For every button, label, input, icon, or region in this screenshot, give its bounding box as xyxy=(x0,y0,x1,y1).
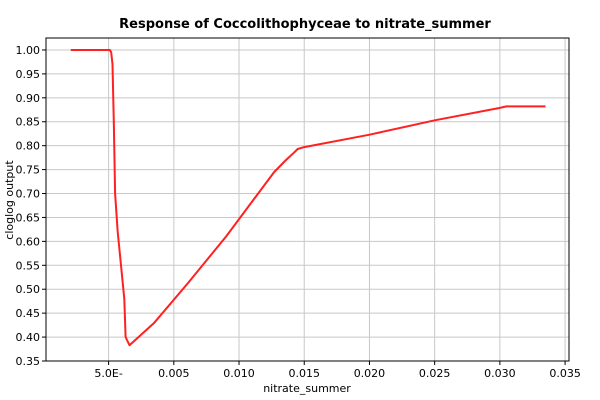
x-tick-label: 0.010 xyxy=(223,367,255,380)
x-axis-ticks: 5.0E- 0.005 0.010 0.015 0.020 0.025 0.030 0.035 xyxy=(94,361,581,380)
y-tick-label: 0.55 xyxy=(16,259,41,272)
y-tick-label: 0.80 xyxy=(16,140,41,153)
y-tick-label: 0.85 xyxy=(16,116,41,129)
x-tick-label: 0.020 xyxy=(354,367,386,380)
y-axis-ticks: 0.35 0.40 0.45 0.50 0.55 0.60 0.65 0.70 0.75 0.80… xyxy=(16,44,46,368)
y-tick-label: 0.45 xyxy=(16,307,41,320)
x-tick-label: 0.030 xyxy=(484,367,516,380)
y-tick-label: 0.95 xyxy=(16,68,41,81)
y-tick-label: 0.65 xyxy=(16,211,41,224)
x-tick-label: 0.035 xyxy=(549,367,581,380)
x-tick-label: 0.005 xyxy=(158,367,190,380)
x-axis-label: nitrate_summer xyxy=(263,382,351,395)
series-lines xyxy=(70,49,546,347)
chart-title: Response of Coccolithophyceae to nitrate… xyxy=(119,17,491,32)
x-tick-label: 5.0E- xyxy=(94,367,122,380)
y-tick-label: 0.60 xyxy=(16,235,41,248)
y-tick-label: 0.40 xyxy=(16,331,41,344)
y-tick-label: 0.90 xyxy=(16,92,41,105)
plot-frame xyxy=(45,37,570,362)
y-tick-label: 0.75 xyxy=(16,164,41,177)
y-tick-label: 1.00 xyxy=(16,44,41,57)
x-tick-label: 0.025 xyxy=(419,367,451,380)
y-tick-label: 0.70 xyxy=(16,188,41,201)
y-tick-label: 0.35 xyxy=(16,355,41,368)
y-axis-label: cloglog output xyxy=(3,160,16,240)
series-line xyxy=(70,49,546,347)
y-tick-label: 0.50 xyxy=(16,283,41,296)
x-tick-label: 0.015 xyxy=(288,367,320,380)
